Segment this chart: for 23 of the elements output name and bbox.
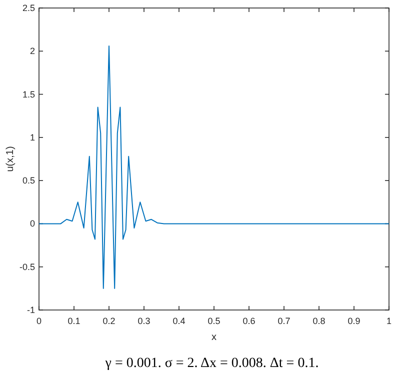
text: γ = 0.001. σ = 2. Δx = 0.008. Δt = 0.1. — [104, 356, 319, 371]
x-tick-label: 1 — [386, 316, 392, 326]
y-tick-label: 0 — [30, 218, 35, 229]
x-tick-label: 0 — [36, 316, 42, 326]
x-tick-label: 0.7 — [278, 316, 290, 326]
y-tick-label: 1.5 — [22, 89, 35, 100]
y-tick-label: 0.5 — [22, 176, 35, 186]
x-axis-title: x — [212, 332, 216, 343]
x-tick-label: 0.2 — [102, 316, 116, 326]
y-tick-label: 2.5 — [22, 3, 35, 13]
x-tick-label: 0.9 — [348, 316, 360, 326]
x-tick-label: 0.4 — [172, 316, 186, 326]
y-tick-label: -1 — [26, 305, 35, 315]
y-tick-label: 2 — [30, 46, 35, 56]
x-tick-label: 0.3 — [138, 316, 150, 326]
line-series — [38, 45, 390, 289]
y-axis-title: u(x,1) — [5, 146, 16, 172]
x-tick-label: 0.6 — [242, 316, 256, 326]
x-tick-label: 0.1 — [68, 316, 80, 326]
y-tick-label: 1 — [30, 132, 35, 142]
y-tick-label: -0.5 — [19, 262, 35, 272]
x-tick-label: 0.8 — [312, 316, 326, 326]
x-tick-label: 0.5 — [208, 316, 220, 326]
